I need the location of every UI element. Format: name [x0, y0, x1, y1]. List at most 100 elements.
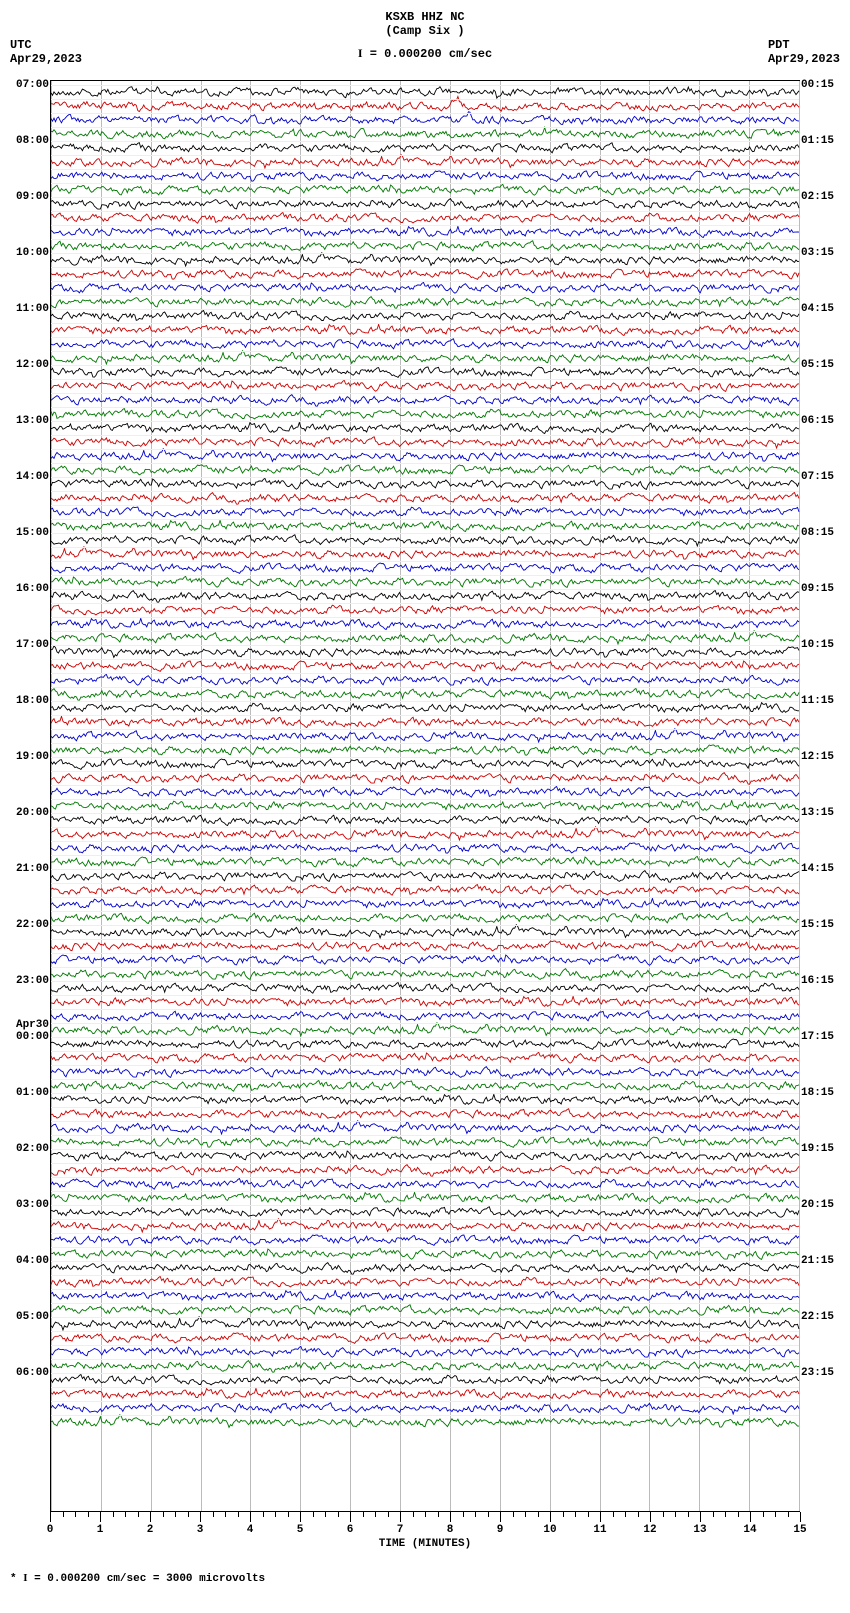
x-tick-label: 6 — [347, 1524, 354, 1536]
pdt-hour-label: 05:15 — [799, 360, 834, 371]
x-axis: TIME (MINUTES) 0123456789101112131415 — [50, 1512, 800, 1552]
trace-row — [51, 1359, 799, 1373]
pdt-hour-label: 03:15 — [799, 248, 834, 259]
left-timezone: UTC — [10, 38, 82, 52]
right-timezone: PDT — [768, 38, 840, 52]
x-tick-label: 5 — [297, 1524, 304, 1536]
utc-hour-label: 00:00 — [16, 1032, 51, 1043]
utc-hour-label: 06:00 — [16, 1368, 51, 1379]
trace-row — [51, 1121, 799, 1135]
trace-row — [51, 1065, 799, 1079]
trace-row — [51, 393, 799, 407]
pdt-hour-label: 06:15 — [799, 416, 834, 427]
trace-row: 06:0023:15 — [51, 1373, 799, 1387]
utc-hour-label: 14:00 — [16, 472, 51, 483]
trace-row: 17:0010:15 — [51, 645, 799, 659]
trace-row — [51, 785, 799, 799]
right-date: Apr29,2023 — [768, 52, 840, 66]
trace-row — [51, 449, 799, 463]
trace-row — [51, 337, 799, 351]
trace-row — [51, 897, 799, 911]
pdt-hour-label: 12:15 — [799, 752, 834, 763]
trace-row — [51, 113, 799, 127]
trace-row: 05:0022:15 — [51, 1317, 799, 1331]
trace-row — [51, 1135, 799, 1149]
trace-row — [51, 715, 799, 729]
trace-row — [51, 603, 799, 617]
trace-row — [51, 295, 799, 309]
trace-row — [51, 155, 799, 169]
trace-row: 16:0009:15 — [51, 589, 799, 603]
trace-row — [51, 169, 799, 183]
pdt-hour-label: 20:15 — [799, 1200, 834, 1211]
pdt-hour-label: 11:15 — [799, 696, 834, 707]
utc-hour-label: 13:00 — [16, 416, 51, 427]
pdt-hour-label: 16:15 — [799, 976, 834, 987]
scale-bar: I = 0.000200 cm/sec — [10, 46, 840, 61]
x-tick-label: 13 — [693, 1524, 706, 1536]
trace-row: 04:0021:15 — [51, 1261, 799, 1275]
utc-hour-label: 09:00 — [16, 192, 51, 203]
trace-row — [51, 1191, 799, 1205]
trace-row — [51, 127, 799, 141]
pdt-hour-label: 07:15 — [799, 472, 834, 483]
trace-row — [51, 1051, 799, 1065]
trace-row — [51, 505, 799, 519]
trace-row — [51, 729, 799, 743]
trace-row — [51, 463, 799, 477]
trace-row — [51, 561, 799, 575]
utc-hour-label: 20:00 — [16, 808, 51, 819]
trace-row — [51, 1247, 799, 1261]
trace-row — [51, 1233, 799, 1247]
utc-hour-label: 22:00 — [16, 920, 51, 931]
x-tick-label: 3 — [197, 1524, 204, 1536]
utc-hour-label: 05:00 — [16, 1312, 51, 1323]
trace-row: 08:0001:15 — [51, 141, 799, 155]
utc-hour-label: 07:00 — [16, 80, 51, 91]
pdt-hour-label: 04:15 — [799, 304, 834, 315]
pdt-hour-label: 22:15 — [799, 1312, 834, 1323]
utc-hour-label: 18:00 — [16, 696, 51, 707]
trace-row — [51, 995, 799, 1009]
trace-row: 14:0007:15 — [51, 477, 799, 491]
pdt-hour-label: 08:15 — [799, 528, 834, 539]
trace-row — [51, 323, 799, 337]
left-date: Apr29,2023 — [10, 52, 82, 66]
trace-row — [51, 1387, 799, 1401]
trace-row — [51, 771, 799, 785]
trace-row — [51, 281, 799, 295]
trace-row — [51, 617, 799, 631]
trace-row — [51, 841, 799, 855]
pdt-hour-label: 21:15 — [799, 1256, 834, 1267]
trace-row: 11:0004:15 — [51, 309, 799, 323]
trace-row — [51, 1415, 799, 1429]
trace-row — [51, 939, 799, 953]
trace-row — [51, 967, 799, 981]
utc-hour-label: 19:00 — [16, 752, 51, 763]
x-axis-title: TIME (MINUTES) — [50, 1538, 800, 1550]
trace-row — [51, 1331, 799, 1345]
pdt-hour-label: 01:15 — [799, 136, 834, 147]
trace-row — [51, 883, 799, 897]
pdt-hour-label: 00:15 — [799, 80, 834, 91]
trace-row: 09:0002:15 — [51, 197, 799, 211]
trace-row — [51, 379, 799, 393]
x-tick-label: 10 — [543, 1524, 556, 1536]
trace-row — [51, 1345, 799, 1359]
utc-hour-label: 15:00 — [16, 528, 51, 539]
x-tick-label: 7 — [397, 1524, 404, 1536]
x-tick-label: 2 — [147, 1524, 154, 1536]
utc-hour-label: 10:00 — [16, 248, 51, 259]
trace-row — [51, 827, 799, 841]
trace-row — [51, 1275, 799, 1289]
trace-row: 21:0014:15 — [51, 869, 799, 883]
trace-row — [51, 1303, 799, 1317]
utc-hour-label: 08:00 — [16, 136, 51, 147]
trace-row — [51, 1023, 799, 1037]
pdt-hour-label: 23:15 — [799, 1368, 834, 1379]
trace-row — [51, 1177, 799, 1191]
station-code: KSXB HHZ NC — [10, 10, 840, 24]
trace-row: 20:0013:15 — [51, 813, 799, 827]
trace-row — [51, 659, 799, 673]
trace-row: 01:0018:15 — [51, 1093, 799, 1107]
